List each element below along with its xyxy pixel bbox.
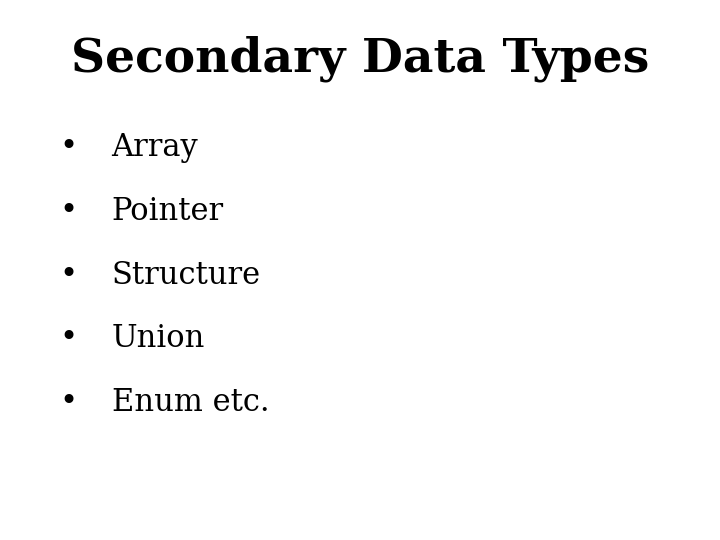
Text: Pointer: Pointer (112, 196, 224, 227)
Text: •: • (59, 260, 78, 291)
Text: Secondary Data Types: Secondary Data Types (71, 35, 649, 82)
Text: •: • (59, 387, 78, 418)
Text: Union: Union (112, 323, 205, 354)
Text: Structure: Structure (112, 260, 261, 291)
Text: •: • (59, 196, 78, 227)
Text: •: • (59, 323, 78, 354)
Text: Array: Array (112, 132, 198, 163)
Text: Enum etc.: Enum etc. (112, 387, 269, 418)
Text: •: • (59, 132, 78, 163)
